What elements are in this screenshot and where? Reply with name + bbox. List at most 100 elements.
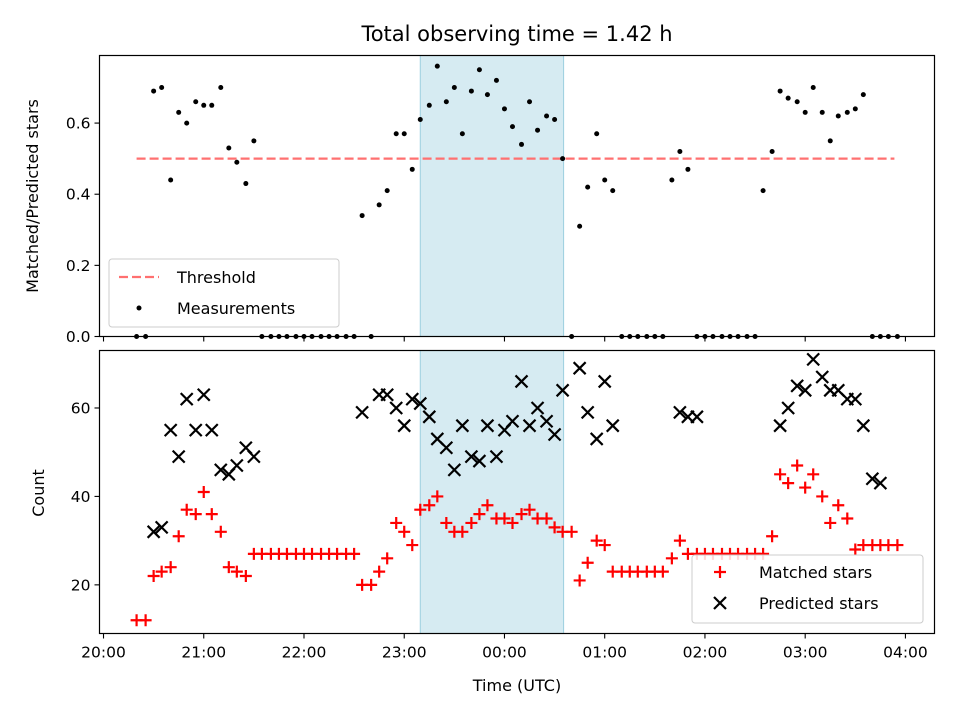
top-y-tick-label: 0.2 — [66, 257, 91, 275]
legend-matched-swatch — [714, 566, 726, 578]
measurement-point — [769, 149, 775, 155]
measurement-point — [535, 127, 541, 133]
matched-star-point — [807, 468, 820, 481]
matched-star-point — [456, 525, 469, 538]
measurement-point — [184, 120, 190, 126]
predicted-star-point — [522, 418, 537, 433]
measurement-point — [426, 102, 432, 108]
matched-star-point — [841, 512, 854, 525]
legend-predicted-label: Predicted stars — [759, 594, 879, 613]
bottom-y-tick-label: 20 — [71, 576, 91, 594]
predicted-star-point — [605, 418, 620, 433]
legend-measurements-label: Measurements — [177, 299, 295, 318]
measurement-point — [501, 106, 507, 112]
measurement-point — [226, 145, 232, 151]
matched-star-point — [189, 508, 202, 521]
measurement-point — [193, 99, 199, 105]
matched-star-point — [891, 539, 904, 552]
matched-star-point — [473, 508, 486, 521]
bottom-shaded-interval-layer — [419, 350, 565, 634]
predicted-star-point — [480, 418, 495, 433]
matched-star-point — [481, 499, 494, 512]
matched-star-point — [381, 552, 394, 565]
matched-star-point — [665, 552, 678, 565]
predicted-star-point — [806, 352, 820, 367]
matched-star-point — [398, 525, 411, 538]
matched-star-point — [440, 516, 453, 529]
matched-star-point — [139, 614, 152, 627]
matched-star-point — [390, 516, 403, 529]
predicted-star-point — [798, 383, 812, 398]
predicted-star-point — [514, 374, 529, 389]
predicted-star-point — [848, 392, 863, 406]
predicted-star-point — [413, 396, 428, 411]
x-tick-label: 23:00 — [382, 644, 427, 662]
predicted-star-point — [815, 370, 830, 384]
top-y-ticks: 0.0 0.2 0.4 0.6 — [66, 115, 100, 346]
matched-star-point — [565, 525, 578, 538]
x-tick-label: 04:00 — [883, 644, 928, 662]
top-legend: Threshold Measurements — [108, 258, 340, 328]
matched-star-point — [656, 565, 669, 578]
bottom-shaded-interval — [419, 350, 565, 634]
predicted-star-point — [781, 401, 795, 415]
matched-stars-layer — [130, 459, 904, 627]
x-tick-label: 21:00 — [181, 644, 226, 662]
bottom-legend: Matched stars Predicted stars — [691, 554, 924, 624]
matched-star-point — [180, 503, 193, 516]
measurement-point — [443, 99, 449, 105]
measurement-point — [476, 67, 482, 73]
x-tick-label: 00:00 — [482, 644, 527, 662]
measurement-point — [577, 223, 583, 229]
matched-star-point — [832, 499, 845, 512]
predicted-star-point — [572, 361, 587, 375]
matched-star-point — [766, 530, 779, 543]
measurement-point — [417, 117, 423, 123]
predicted-star-point — [856, 418, 871, 433]
bottom-y-tick-label: 60 — [71, 399, 91, 417]
matched-star-point — [406, 539, 419, 552]
measurement-point — [209, 102, 215, 108]
predicted-star-point — [447, 463, 462, 477]
legend-measurements-swatch — [136, 305, 142, 311]
predicted-star-point — [439, 441, 454, 455]
measurement-point — [401, 131, 407, 137]
measurement-point — [218, 85, 224, 91]
measurement-point — [844, 109, 850, 115]
matched-star-point — [598, 539, 611, 552]
top-axes-frame — [98, 54, 936, 338]
predicted-star-point — [397, 418, 412, 433]
matched-star-point — [581, 556, 594, 569]
measurement-point — [509, 124, 515, 130]
matched-star-point — [573, 574, 586, 587]
predicted-star-point — [790, 379, 804, 393]
measurement-point — [201, 102, 207, 108]
measurement-point — [243, 181, 249, 187]
measurement-point — [544, 113, 550, 119]
x-tick-label: 22:00 — [282, 644, 327, 662]
measurement-point — [669, 177, 675, 183]
measurement-point — [234, 159, 240, 165]
measurement-point — [159, 85, 165, 91]
measurement-point — [251, 138, 257, 144]
measurement-point — [827, 138, 833, 144]
measurement-point — [585, 184, 591, 190]
matched-star-point — [222, 561, 235, 574]
top-y-axis-label: Matched/Predicted stars — [23, 99, 42, 293]
matched-star-point — [548, 521, 561, 534]
predicted-star-point — [555, 383, 570, 398]
matched-star-point — [791, 459, 804, 472]
matched-star-point — [414, 503, 427, 516]
matched-star-point — [423, 499, 436, 512]
matched-star-point — [673, 534, 686, 547]
matched-star-point — [816, 490, 829, 503]
measurement-point — [519, 141, 525, 147]
measurement-point — [468, 88, 474, 94]
matched-star-point — [147, 570, 160, 583]
bottom-y-axis-label: Count — [29, 469, 48, 517]
predicted-star-point — [171, 449, 186, 464]
bottom-panel: 20 40 60 20:00 21:00 22:00 23:00 00:00 01:00 02:… — [29, 349, 936, 695]
predicted-star-point — [464, 449, 479, 464]
measurement-point — [451, 85, 457, 91]
